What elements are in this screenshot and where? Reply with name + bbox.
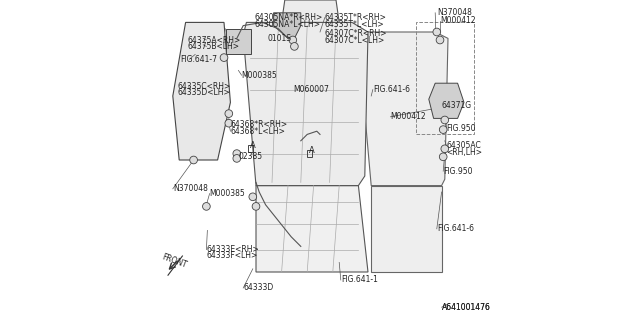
Circle shape xyxy=(202,203,210,210)
Text: FIG.641-6: FIG.641-6 xyxy=(437,224,474,233)
Text: FIG.950: FIG.950 xyxy=(443,167,473,176)
Text: FIG.641-7: FIG.641-7 xyxy=(180,55,217,64)
Circle shape xyxy=(233,155,241,162)
Text: A641001476: A641001476 xyxy=(442,303,490,312)
Text: 64333D: 64333D xyxy=(243,284,273,292)
Circle shape xyxy=(225,119,233,127)
Circle shape xyxy=(252,203,260,210)
Circle shape xyxy=(233,150,241,157)
Text: M060007: M060007 xyxy=(292,85,329,94)
Text: 64333F<LH>: 64333F<LH> xyxy=(206,252,258,260)
Circle shape xyxy=(249,193,257,201)
Circle shape xyxy=(440,126,447,133)
Text: 64335T*L<LH>: 64335T*L<LH> xyxy=(325,20,385,28)
Text: N370048: N370048 xyxy=(173,184,207,193)
Polygon shape xyxy=(282,0,339,22)
Circle shape xyxy=(289,36,296,44)
Circle shape xyxy=(436,36,444,44)
Circle shape xyxy=(441,116,449,124)
Text: 64375B<LH>: 64375B<LH> xyxy=(187,42,239,51)
Circle shape xyxy=(441,145,449,153)
Circle shape xyxy=(291,43,298,50)
Text: 64368*L<LH>: 64368*L<LH> xyxy=(230,127,285,136)
Polygon shape xyxy=(243,22,368,186)
Text: M000412: M000412 xyxy=(440,16,476,25)
Text: 64371G: 64371G xyxy=(442,101,472,110)
Text: 0101S: 0101S xyxy=(268,34,291,43)
Text: M000385: M000385 xyxy=(242,71,277,80)
Text: FRONT: FRONT xyxy=(161,252,188,269)
Polygon shape xyxy=(429,83,464,118)
Text: 02385: 02385 xyxy=(239,152,262,161)
Text: M000385: M000385 xyxy=(210,189,245,198)
Polygon shape xyxy=(371,186,442,272)
Text: FIG.641-6: FIG.641-6 xyxy=(372,85,410,94)
Text: <RH,LH>: <RH,LH> xyxy=(447,148,483,156)
Text: 64335C<RH>: 64335C<RH> xyxy=(178,82,231,91)
Text: 64375A<RH>: 64375A<RH> xyxy=(187,36,241,44)
Text: A: A xyxy=(250,141,255,150)
Text: 64305AC: 64305AC xyxy=(447,141,481,150)
Polygon shape xyxy=(173,22,230,160)
Text: FIG.641-1: FIG.641-1 xyxy=(340,276,378,284)
Text: M000412: M000412 xyxy=(390,112,426,121)
Circle shape xyxy=(189,156,197,164)
Polygon shape xyxy=(256,186,368,272)
Text: 64333E<RH>: 64333E<RH> xyxy=(206,245,259,254)
Text: 64368*R<RH>: 64368*R<RH> xyxy=(230,120,287,129)
Circle shape xyxy=(225,110,233,117)
Circle shape xyxy=(220,54,228,61)
Text: 64335D<LH>: 64335D<LH> xyxy=(178,88,230,97)
Text: A: A xyxy=(309,146,315,155)
Text: 64335T*R<RH>: 64335T*R<RH> xyxy=(325,13,387,22)
Text: 64305NA*R<RH>: 64305NA*R<RH> xyxy=(254,13,323,22)
Polygon shape xyxy=(226,29,251,54)
Polygon shape xyxy=(358,32,448,186)
Circle shape xyxy=(433,28,440,36)
Circle shape xyxy=(440,153,447,161)
Text: N370048: N370048 xyxy=(437,8,472,17)
Text: A641001476: A641001476 xyxy=(442,303,490,312)
Text: FIG.950: FIG.950 xyxy=(447,124,476,132)
Text: 64307C*R<RH>: 64307C*R<RH> xyxy=(325,29,387,38)
Text: 64307C*L<LH>: 64307C*L<LH> xyxy=(325,36,385,44)
Polygon shape xyxy=(274,13,301,38)
Text: 64305NA*L<LH>: 64305NA*L<LH> xyxy=(254,20,321,28)
